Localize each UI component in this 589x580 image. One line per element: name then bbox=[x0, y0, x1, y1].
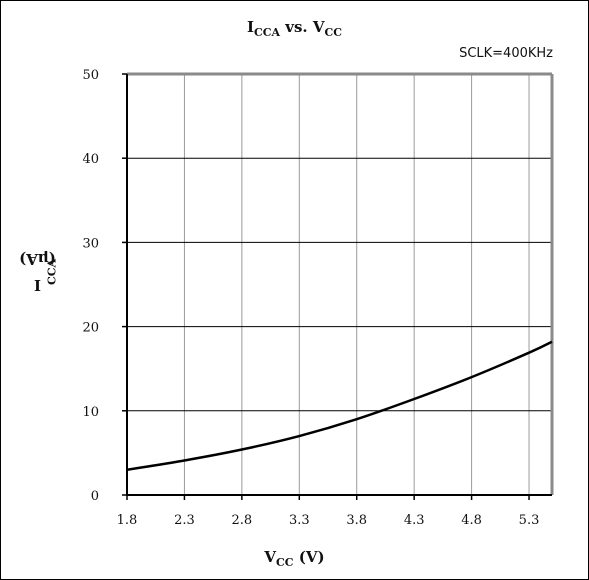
title-sub-1: CCA bbox=[254, 26, 281, 39]
x-tick-label: 1.8 bbox=[117, 513, 138, 528]
x-tick-label: 3.3 bbox=[289, 513, 310, 528]
x-tick-label: 2.8 bbox=[232, 513, 253, 528]
y-tick-label: 0 bbox=[91, 489, 99, 504]
chart-annotation: SCLK=400KHz bbox=[459, 46, 553, 61]
y-tick-label: 40 bbox=[82, 152, 99, 167]
x-tick-label: 4.8 bbox=[461, 513, 482, 528]
series-line bbox=[126, 340, 553, 471]
title-mid: vs. V bbox=[280, 18, 325, 36]
x-axis-label: VCC (V) bbox=[0, 548, 589, 569]
y-tick-label: 10 bbox=[82, 405, 99, 420]
y-tick-label: 20 bbox=[82, 321, 99, 336]
x-label-main: V bbox=[264, 548, 277, 566]
y-tick-label: 50 bbox=[82, 68, 99, 83]
x-tick-label: 2.3 bbox=[174, 513, 195, 528]
x-tick-label: 3.8 bbox=[346, 513, 367, 528]
x-label-rest: (V) bbox=[293, 548, 325, 566]
chart-title: ICCA vs. VCC bbox=[0, 18, 589, 39]
y-tick-label: 30 bbox=[82, 236, 99, 251]
title-main-1: I bbox=[246, 18, 254, 36]
x-tick-label: 4.3 bbox=[404, 513, 425, 528]
x-label-sub: CC bbox=[276, 556, 294, 569]
title-sub-2: CC bbox=[324, 26, 343, 39]
x-tick-label: 5.3 bbox=[519, 513, 540, 528]
